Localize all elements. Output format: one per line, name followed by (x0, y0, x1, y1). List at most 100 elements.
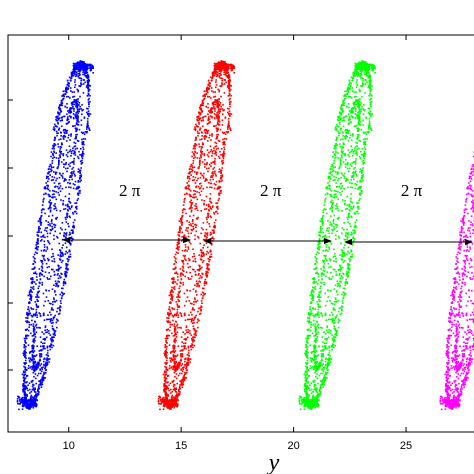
point (75, 127, 78, 130)
point (306, 339, 308, 342)
point (213, 74, 216, 77)
point (177, 294, 180, 297)
point (170, 350, 173, 353)
point (305, 380, 307, 382)
point (199, 154, 202, 156)
point (33, 403, 35, 406)
point (25, 337, 28, 340)
point (30, 396, 32, 398)
point (227, 107, 229, 110)
point (198, 112, 200, 115)
point (69, 139, 71, 141)
point (165, 345, 167, 348)
point (23, 401, 26, 404)
point (37, 227, 40, 229)
point (68, 200, 70, 203)
point (43, 244, 46, 246)
point (37, 235, 40, 237)
point (33, 281, 36, 283)
point (47, 178, 50, 180)
point (49, 199, 52, 202)
point (229, 64, 232, 66)
point (71, 107, 73, 109)
point (80, 174, 83, 176)
point (206, 154, 209, 156)
point (59, 156, 62, 159)
point (23, 391, 26, 394)
point (166, 404, 169, 407)
point (305, 362, 307, 364)
point (27, 407, 29, 409)
point (24, 356, 27, 359)
point (171, 401, 174, 404)
point (210, 201, 212, 203)
point (36, 306, 38, 309)
point (197, 125, 199, 128)
point (31, 345, 33, 347)
point (36, 366, 39, 368)
point (218, 72, 221, 75)
point (46, 227, 49, 229)
point (88, 64, 91, 66)
point (182, 383, 185, 386)
point (199, 108, 202, 111)
point (213, 172, 216, 174)
point (87, 75, 90, 77)
point (66, 103, 68, 105)
point (369, 115, 372, 117)
point (60, 302, 62, 305)
point (190, 275, 193, 278)
point (200, 138, 203, 140)
point (40, 224, 42, 226)
point (199, 275, 202, 277)
point (17, 402, 19, 405)
point (187, 363, 190, 365)
point (186, 230, 189, 232)
point (183, 304, 186, 307)
point (166, 357, 168, 359)
point (51, 338, 54, 341)
point (216, 73, 219, 76)
point (50, 202, 53, 204)
point (46, 172, 49, 175)
point (42, 342, 44, 345)
point (48, 242, 51, 245)
point (186, 296, 189, 298)
point (226, 74, 229, 77)
point (68, 186, 70, 188)
point (179, 231, 181, 233)
point (51, 341, 53, 343)
point (188, 180, 190, 183)
point (66, 113, 68, 116)
point (178, 235, 181, 237)
point (182, 267, 185, 269)
point (83, 133, 86, 136)
point (318, 234, 320, 236)
point (217, 133, 219, 136)
point (165, 388, 167, 391)
point (34, 399, 36, 402)
point (360, 190, 362, 192)
point (218, 89, 221, 92)
point (309, 408, 312, 410)
point (72, 68, 75, 71)
point (55, 119, 58, 122)
point (25, 329, 27, 331)
point (178, 388, 180, 391)
point (57, 191, 59, 194)
point (175, 355, 178, 357)
point (199, 307, 202, 309)
point (44, 227, 47, 229)
point (70, 242, 72, 245)
point (72, 161, 75, 164)
point (42, 374, 44, 377)
point (87, 99, 90, 101)
point (177, 243, 179, 245)
point (76, 113, 78, 116)
point (215, 148, 218, 150)
y-tick-marks (8, 99, 13, 371)
point (28, 321, 31, 324)
point (190, 174, 192, 176)
point (74, 127, 77, 130)
point (66, 170, 68, 173)
